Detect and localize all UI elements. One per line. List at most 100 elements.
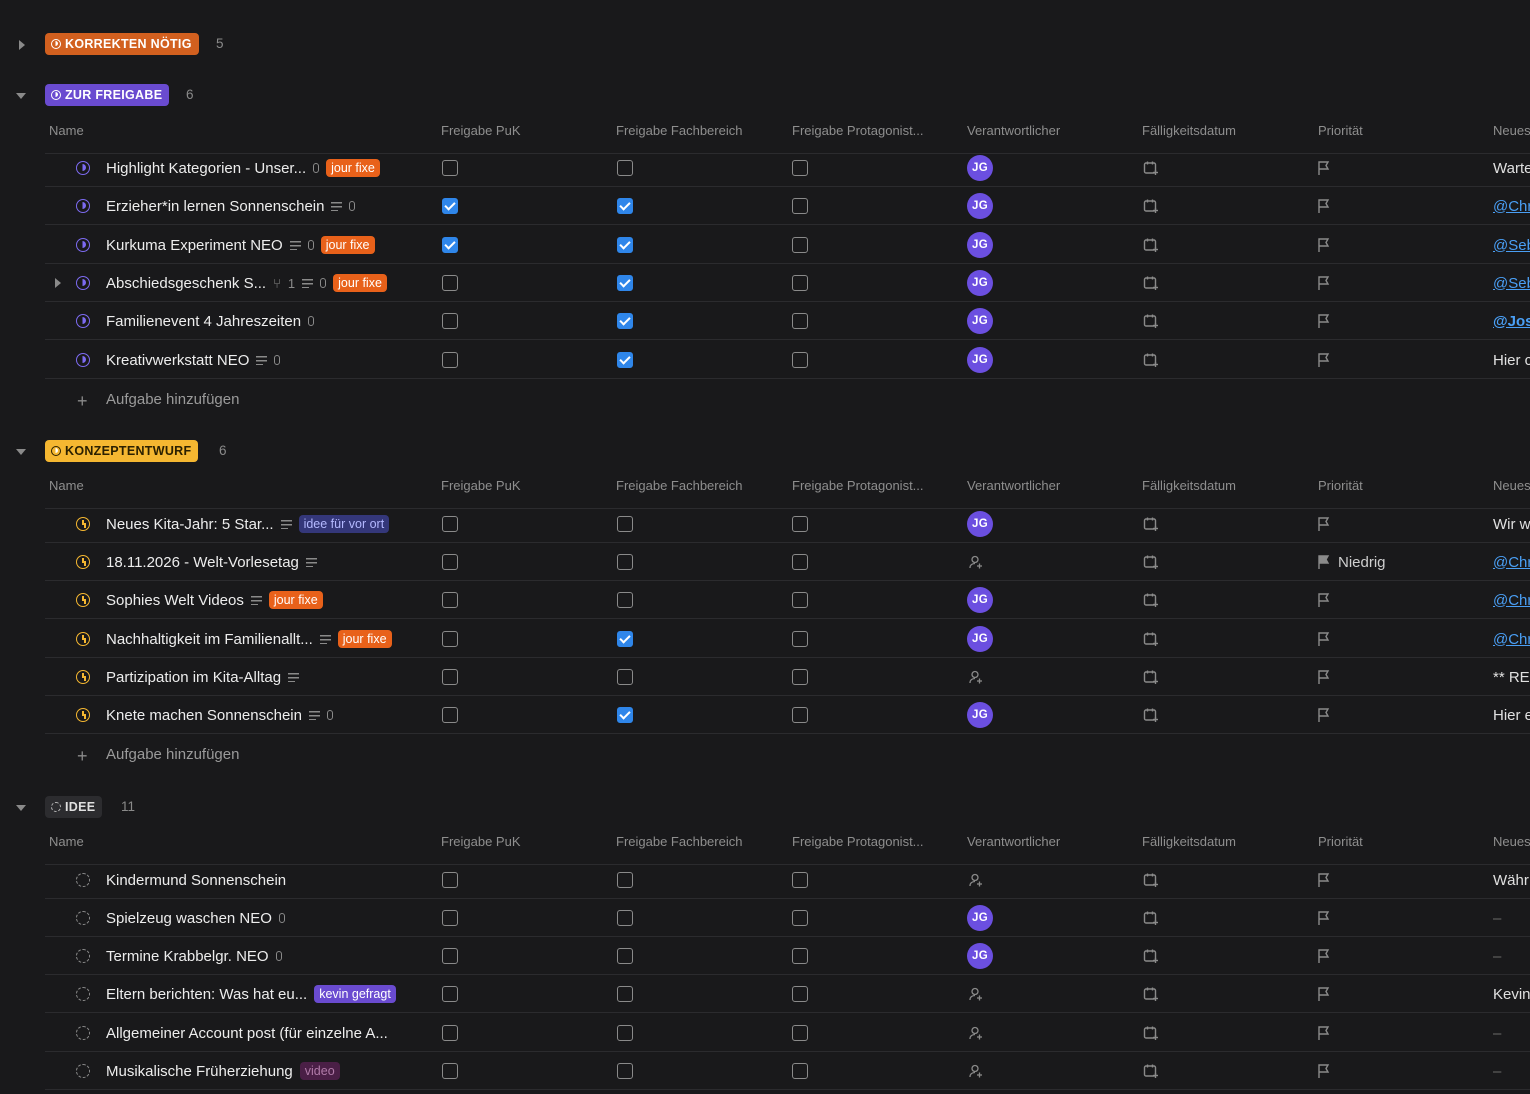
flag-icon[interactable] bbox=[1317, 516, 1331, 532]
task-name[interactable]: Spielzeug waschen NEO bbox=[106, 899, 285, 937]
newest-comment[interactable]: @Seb bbox=[1493, 274, 1530, 292]
checkbox-freigabe-protagonist[interactable] bbox=[792, 669, 808, 685]
add-assignee-icon[interactable] bbox=[969, 1026, 983, 1040]
status-konzept-icon[interactable] bbox=[76, 593, 90, 607]
task-name[interactable]: Abschiedsgeschenk S... ⑂ 1 jour fixe bbox=[106, 264, 387, 302]
flag-icon[interactable] bbox=[1317, 313, 1331, 329]
newest-comment[interactable]: Währ bbox=[1493, 871, 1529, 889]
expand-caret-icon[interactable] bbox=[19, 40, 25, 50]
col-name[interactable]: Name bbox=[49, 834, 84, 849]
checkbox-freigabe-fachbereich[interactable] bbox=[617, 592, 633, 608]
col-prioritaet[interactable]: Priorität bbox=[1318, 123, 1363, 138]
status-konzept-icon[interactable] bbox=[76, 632, 90, 646]
checkbox-freigabe-protagonist[interactable] bbox=[792, 1063, 808, 1079]
add-assignee-icon[interactable] bbox=[969, 555, 983, 569]
calendar-add-icon[interactable] bbox=[1143, 198, 1159, 214]
checkbox-freigabe-protagonist[interactable] bbox=[792, 910, 808, 926]
col-freigabe-protagonist[interactable]: Freigabe Protagonist... bbox=[792, 478, 924, 493]
avatar[interactable]: JG bbox=[967, 155, 993, 181]
checkbox-freigabe-puk[interactable] bbox=[442, 707, 458, 723]
tag[interactable]: jour fixe bbox=[333, 274, 387, 292]
collapse-caret-icon[interactable] bbox=[16, 93, 26, 99]
newest-comment[interactable]: – bbox=[1493, 1062, 1502, 1080]
table-row[interactable]: Eltern berichten: Was hat eu... kevin ge… bbox=[0, 975, 1530, 1013]
table-row[interactable]: Nachhaltigkeit im Familienallt... jour f… bbox=[0, 620, 1530, 658]
tag[interactable]: video bbox=[299, 1062, 340, 1080]
priority-label[interactable]: Niedrig bbox=[1338, 553, 1386, 571]
status-freigabe-icon[interactable] bbox=[76, 161, 90, 175]
checkbox-freigabe-puk[interactable] bbox=[442, 669, 458, 685]
add-assignee-icon[interactable] bbox=[969, 1064, 983, 1078]
add-assignee-icon[interactable] bbox=[969, 670, 983, 684]
table-row[interactable]: Highlight Kategorien - Unser... jour fix… bbox=[0, 149, 1530, 187]
tag[interactable]: idee für vor ort bbox=[298, 515, 390, 533]
checkbox-freigabe-puk[interactable] bbox=[442, 986, 458, 1002]
group-header-freigabe[interactable]: ZUR FREIGABE 6 bbox=[0, 84, 1530, 108]
checkbox-freigabe-protagonist[interactable] bbox=[792, 707, 808, 723]
checkbox-freigabe-protagonist[interactable] bbox=[792, 352, 808, 368]
task-name[interactable]: Allgemeiner Account post (für einzelne A… bbox=[106, 1014, 388, 1052]
col-name[interactable]: Name bbox=[49, 123, 84, 138]
checkbox-freigabe-puk[interactable] bbox=[442, 352, 458, 368]
avatar[interactable]: JG bbox=[967, 702, 993, 728]
group-header-konzept[interactable]: KONZEPTENTWURF 6 bbox=[0, 440, 1530, 464]
status-freigabe-icon[interactable] bbox=[76, 314, 90, 328]
flag-icon[interactable] bbox=[1317, 1025, 1331, 1041]
col-verantwortlicher[interactable]: Verantwortlicher bbox=[967, 123, 1061, 138]
checkbox-freigabe-protagonist[interactable] bbox=[792, 986, 808, 1002]
calendar-add-icon[interactable] bbox=[1143, 910, 1159, 926]
calendar-add-icon[interactable] bbox=[1143, 554, 1159, 570]
checkbox-freigabe-protagonist[interactable] bbox=[792, 313, 808, 329]
task-name[interactable]: 18.11.2026 - Welt-Vorlesetag bbox=[106, 543, 317, 581]
calendar-add-icon[interactable] bbox=[1143, 516, 1159, 532]
status-idee-icon[interactable] bbox=[76, 949, 90, 963]
avatar[interactable]: JG bbox=[967, 193, 993, 219]
tag[interactable]: jour fixe bbox=[268, 591, 323, 609]
avatar[interactable]: JG bbox=[967, 587, 993, 613]
col-verantwortlicher[interactable]: Verantwortlicher bbox=[967, 478, 1061, 493]
avatar[interactable]: JG bbox=[967, 347, 993, 373]
avatar[interactable]: JG bbox=[967, 511, 993, 537]
checkbox-freigabe-protagonist[interactable] bbox=[792, 198, 808, 214]
tag[interactable]: jour fixe bbox=[320, 236, 375, 254]
newest-comment[interactable]: @Chr bbox=[1493, 591, 1530, 609]
checkbox-freigabe-protagonist[interactable] bbox=[792, 1025, 808, 1041]
calendar-add-icon[interactable] bbox=[1143, 872, 1159, 888]
newest-comment[interactable]: – bbox=[1493, 909, 1502, 927]
col-prioritaet[interactable]: Priorität bbox=[1318, 478, 1363, 493]
col-neuestes[interactable]: Neues bbox=[1493, 123, 1530, 138]
col-freigabe-protagonist[interactable]: Freigabe Protagonist... bbox=[792, 834, 924, 849]
avatar[interactable]: JG bbox=[967, 626, 993, 652]
flag-icon[interactable] bbox=[1317, 160, 1331, 176]
flag-icon[interactable] bbox=[1317, 198, 1331, 214]
avatar[interactable]: JG bbox=[967, 232, 993, 258]
add-assignee-icon[interactable] bbox=[969, 987, 983, 1001]
checkbox-freigabe-protagonist[interactable] bbox=[792, 948, 808, 964]
task-name[interactable]: Highlight Kategorien - Unser... jour fix… bbox=[106, 149, 380, 187]
add-task-button[interactable]: + Aufgabe hinzufügen bbox=[0, 380, 1530, 418]
checkbox-freigabe-fachbereich[interactable] bbox=[617, 237, 633, 253]
status-freigabe-icon[interactable] bbox=[76, 353, 90, 367]
checkbox-freigabe-fachbereich[interactable] bbox=[617, 516, 633, 532]
checkbox-freigabe-protagonist[interactable] bbox=[792, 592, 808, 608]
calendar-add-icon[interactable] bbox=[1143, 352, 1159, 368]
checkbox-freigabe-fachbereich[interactable] bbox=[617, 1063, 633, 1079]
status-idee-icon[interactable] bbox=[76, 987, 90, 1001]
checkbox-freigabe-protagonist[interactable] bbox=[792, 275, 808, 291]
task-name[interactable]: Musikalische Früherziehung video bbox=[106, 1052, 340, 1090]
table-row[interactable]: Partizipation im Kita-Alltag ** RE bbox=[0, 658, 1530, 696]
calendar-add-icon[interactable] bbox=[1143, 313, 1159, 329]
newest-comment[interactable]: Hier e bbox=[1493, 706, 1530, 724]
task-name[interactable]: Nachhaltigkeit im Familienallt... jour f… bbox=[106, 620, 392, 658]
table-row[interactable]: Sophies Welt Videos jour fixe JG @Chr bbox=[0, 581, 1530, 619]
checkbox-freigabe-fachbereich[interactable] bbox=[617, 160, 633, 176]
task-name[interactable]: Eltern berichten: Was hat eu... kevin ge… bbox=[106, 975, 396, 1013]
col-name[interactable]: Name bbox=[49, 478, 84, 493]
tag[interactable]: kevin gefragt bbox=[314, 985, 396, 1003]
status-konzept-icon[interactable] bbox=[76, 517, 90, 531]
checkbox-freigabe-fachbereich[interactable] bbox=[617, 910, 633, 926]
flag-icon[interactable] bbox=[1317, 592, 1331, 608]
table-row[interactable]: Termine Krabbelgr. NEO JG – bbox=[0, 937, 1530, 975]
checkbox-freigabe-puk[interactable] bbox=[442, 275, 458, 291]
status-konzept-icon[interactable] bbox=[76, 555, 90, 569]
